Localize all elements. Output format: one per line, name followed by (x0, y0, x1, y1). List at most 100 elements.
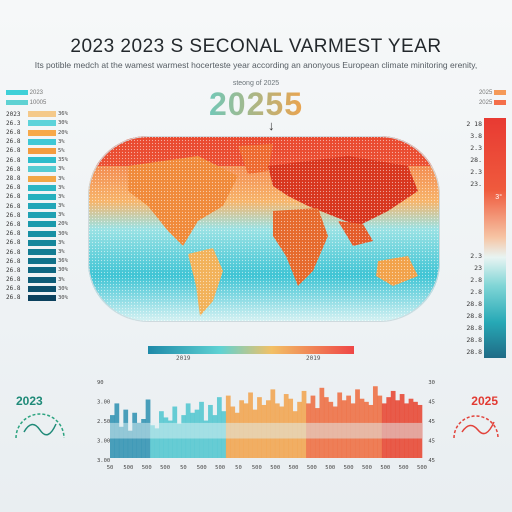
left-legend-row-label: 26.8 (6, 248, 21, 256)
left-legend-row-swatch (28, 267, 56, 274)
page-title: 2023 2023 S SECONAL VARMEST YEAR (70, 36, 442, 57)
chart-bar (203, 420, 209, 458)
chart-bar (319, 387, 325, 458)
world-map (88, 136, 440, 322)
left-legend-row-swatch (28, 138, 56, 145)
left-legend-row-value: 3% (58, 276, 65, 283)
chart-x-tick: 500 (197, 465, 207, 471)
bottom-right-year: 2025 (471, 394, 498, 408)
left-legend-row-value: 36% (58, 258, 68, 265)
left-legend-row-label: 28.8 (6, 175, 21, 182)
right-legend-label: 3.8 (470, 132, 482, 140)
right-legend-label: 28.8 (466, 300, 482, 308)
left-legend-row-swatch (28, 166, 56, 173)
right-legend-label (458, 238, 482, 250)
scale-right-label: 2019 (306, 355, 321, 362)
right-legend-label (458, 202, 482, 214)
temperature-chart: 50 500 500 500 50 500 500 50 500 500 500 500 500 500 5… (96, 372, 436, 472)
left-legend-row-value: 30% (58, 285, 68, 292)
left-legend-row-label: 26.8 (6, 193, 21, 201)
right-legend-label: 23. (470, 180, 482, 188)
year-caption: steong of 2025 (232, 80, 280, 87)
left-legend-row-label: 26.8 (6, 285, 21, 293)
right-legend-labels: 2 18 3.8 2.3 28. 2.3 23. 2.3 23 2.8 2.8 28.8 28.8 28… (458, 118, 482, 358)
left-legend-row-value: 30% (58, 230, 68, 237)
chart-y-right-tick: 30 (428, 380, 435, 386)
left-legend-row-value: 5% (58, 147, 65, 154)
right-legend-label: 2.3 (470, 144, 482, 152)
left-legend-row-label: 26.8 (6, 138, 21, 146)
left-legend-row-value: 30% (58, 267, 68, 274)
chart-x-tick: 500 (344, 465, 354, 471)
left-legend-row-value: 35% (58, 157, 68, 164)
left-legend-row: 26.8 30% (6, 285, 76, 293)
left-legend-row-label: 26.3 (6, 119, 21, 127)
left-legend-row-swatch (28, 157, 56, 164)
chart-bar (372, 386, 378, 458)
left-legend-row: 26.8 30% (6, 266, 76, 274)
left-legend-row-swatch (28, 239, 56, 246)
left-legend-row-swatch (28, 212, 56, 219)
left-legend-row-swatch (28, 193, 56, 200)
left-legend-row-label: 26.8 (6, 211, 21, 219)
right-legend-mark: 3° (495, 194, 502, 201)
left-legend-row-swatch (28, 175, 56, 182)
left-legend-row: 26.8 30% (6, 294, 76, 302)
right-legend: 2025 2025 (456, 90, 506, 110)
right-legend-label (458, 214, 482, 226)
right-legend-label: 28. (470, 156, 482, 164)
left-legend-row-value: 20% (58, 129, 68, 136)
left-legend-row-label: 26.8 (6, 266, 21, 274)
left-legend-row: 26.8 20% (6, 220, 76, 228)
left-legend-row-swatch (28, 129, 56, 136)
chart-x-tick: 500 (252, 465, 262, 471)
right-legend-label: 2.3 (470, 252, 482, 260)
color-scale-bar (148, 346, 354, 354)
left-legend-row-swatch (28, 285, 56, 292)
left-legend-row-label: 26.8 (6, 184, 21, 192)
chart-x-tick: 500 (325, 465, 335, 471)
chart-x-tick: 500 (362, 465, 372, 471)
left-legend-row: 26.8 36% (6, 257, 76, 265)
chart-y-left-tick: 90 (97, 380, 104, 386)
down-arrow-icon: ↓ (268, 118, 275, 133)
left-legend-row-swatch (28, 111, 56, 118)
left-legend-row-swatch (28, 258, 56, 265)
right-legend-head-a: 2025 (478, 90, 493, 97)
right-legend-label (458, 190, 482, 202)
left-legend-row-value: 3% (58, 166, 65, 173)
left-legend-row-value: 3% (58, 203, 65, 210)
right-legend-head: 2025 (456, 90, 506, 98)
chart-y-left-tick: 3.00 (97, 439, 110, 445)
right-legend-label: 28.8 (466, 348, 482, 356)
chart-y-left-tick: 2.50 (97, 419, 110, 425)
left-legend-row-swatch (28, 203, 56, 210)
left-legend-row-swatch (28, 120, 56, 127)
left-legend-row: 26.8 3% (6, 239, 76, 247)
chart-baseline-band (110, 422, 422, 439)
left-legend-row: 26.8 3% (6, 202, 76, 210)
chart-x-tick: 500 (215, 465, 225, 471)
left-legend-row: 26.8 30% (6, 229, 76, 237)
left-legend-row: 26.8 3% (6, 275, 76, 283)
right-legend-head-b: 2025 (478, 100, 493, 107)
left-legend-row-swatch (28, 184, 56, 191)
left-legend-row-value: 3% (58, 193, 65, 200)
left-legend-row-swatch (28, 147, 56, 154)
chart-x-tick: 500 (289, 465, 299, 471)
chart-bar (167, 420, 173, 458)
left-legend-row: 26.8 3% (6, 211, 76, 219)
scale-left-label: 2019 (176, 355, 191, 362)
chart-x-tick: 500 (399, 465, 409, 471)
chart-bar (118, 426, 124, 458)
left-legend-row: 26.3 30% (6, 119, 76, 127)
right-legend-label: 2 18 (466, 120, 482, 128)
left-legend-row: 28.8 3% (6, 174, 76, 182)
left-gauge-icon (15, 413, 65, 439)
page-subtitle: Its potible medch at the wamest warmest … (34, 60, 478, 70)
left-legend-row-label: 26.8 (6, 165, 21, 173)
chart-x-tick: 50 (180, 465, 187, 471)
chart-y-right-tick: 45 (428, 458, 435, 464)
temperature-chart-svg: 50 500 500 500 50 500 500 50 500 500 500 500 500 500 5… (97, 380, 435, 471)
left-legend-row-value: 3% (58, 249, 65, 255)
